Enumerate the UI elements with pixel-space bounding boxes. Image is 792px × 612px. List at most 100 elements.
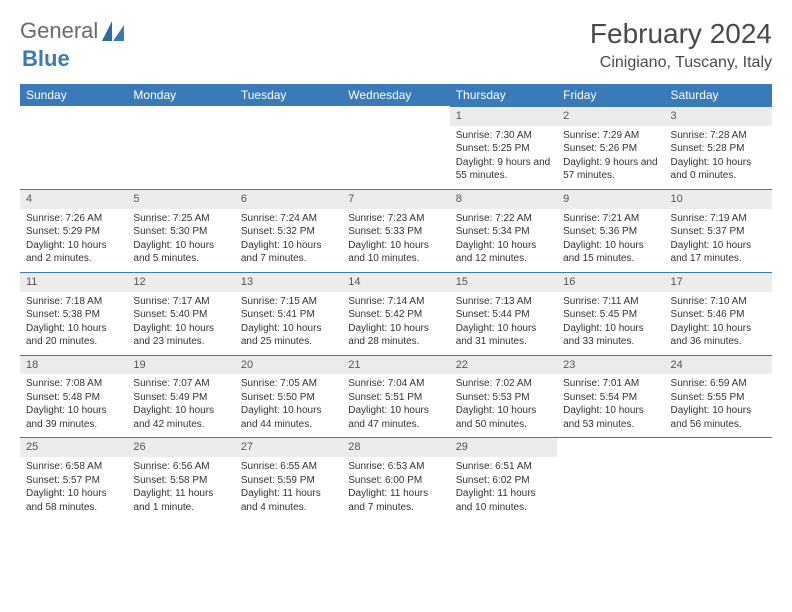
day-cell: 29Sunrise: 6:51 AMSunset: 6:02 PMDayligh… bbox=[450, 437, 557, 520]
daylight-text: Daylight: 10 hours and 44 minutes. bbox=[241, 404, 336, 431]
daylight-text: Daylight: 10 hours and 50 minutes. bbox=[456, 404, 551, 431]
daylight-text: Daylight: 10 hours and 10 minutes. bbox=[348, 239, 443, 266]
day-body: Sunrise: 7:21 AMSunset: 5:36 PMDaylight:… bbox=[557, 209, 664, 272]
sunset-text: Sunset: 5:44 PM bbox=[456, 308, 551, 322]
daylight-text: Daylight: 11 hours and 7 minutes. bbox=[348, 487, 443, 514]
day-cell: 17Sunrise: 7:10 AMSunset: 5:46 PMDayligh… bbox=[665, 272, 772, 355]
dow-tuesday: Tuesday bbox=[235, 84, 342, 106]
dow-thursday: Thursday bbox=[450, 84, 557, 106]
sunrise-text: Sunrise: 7:15 AM bbox=[241, 295, 336, 309]
day-cell: 25Sunrise: 6:58 AMSunset: 5:57 PMDayligh… bbox=[20, 437, 127, 520]
daylight-text: Daylight: 10 hours and 42 minutes. bbox=[133, 404, 228, 431]
sunrise-text: Sunrise: 7:01 AM bbox=[563, 377, 658, 391]
logo-sail-icon bbox=[102, 21, 124, 41]
sunset-text: Sunset: 5:26 PM bbox=[563, 142, 658, 156]
daylight-text: Daylight: 10 hours and 15 minutes. bbox=[563, 239, 658, 266]
daylight-text: Daylight: 10 hours and 25 minutes. bbox=[241, 322, 336, 349]
day-number: 18 bbox=[20, 355, 127, 375]
week-row: 25Sunrise: 6:58 AMSunset: 5:57 PMDayligh… bbox=[20, 437, 772, 520]
daylight-text: Daylight: 10 hours and 47 minutes. bbox=[348, 404, 443, 431]
day-cell: 10Sunrise: 7:19 AMSunset: 5:37 PMDayligh… bbox=[665, 189, 772, 272]
daylight-text: Daylight: 10 hours and 7 minutes. bbox=[241, 239, 336, 266]
sunset-text: Sunset: 5:48 PM bbox=[26, 391, 121, 405]
day-number: 19 bbox=[127, 355, 234, 375]
day-cell: 11Sunrise: 7:18 AMSunset: 5:38 PMDayligh… bbox=[20, 272, 127, 355]
day-cell: 23Sunrise: 7:01 AMSunset: 5:54 PMDayligh… bbox=[557, 355, 664, 438]
daylight-text: Daylight: 10 hours and 31 minutes. bbox=[456, 322, 551, 349]
day-body: Sunrise: 7:05 AMSunset: 5:50 PMDaylight:… bbox=[235, 374, 342, 437]
day-cell: 16Sunrise: 7:11 AMSunset: 5:45 PMDayligh… bbox=[557, 272, 664, 355]
day-cell: 13Sunrise: 7:15 AMSunset: 5:41 PMDayligh… bbox=[235, 272, 342, 355]
dow-sunday: Sunday bbox=[20, 84, 127, 106]
day-cell bbox=[665, 437, 772, 520]
day-body: Sunrise: 6:59 AMSunset: 5:55 PMDaylight:… bbox=[665, 374, 772, 437]
sunrise-text: Sunrise: 7:24 AM bbox=[241, 212, 336, 226]
sunset-text: Sunset: 5:33 PM bbox=[348, 225, 443, 239]
daylight-text: Daylight: 10 hours and 53 minutes. bbox=[563, 404, 658, 431]
sunset-text: Sunset: 5:32 PM bbox=[241, 225, 336, 239]
daylight-text: Daylight: 11 hours and 1 minute. bbox=[133, 487, 228, 514]
daylight-text: Daylight: 10 hours and 28 minutes. bbox=[348, 322, 443, 349]
day-body: Sunrise: 7:01 AMSunset: 5:54 PMDaylight:… bbox=[557, 374, 664, 437]
day-number: 1 bbox=[450, 106, 557, 126]
sunrise-text: Sunrise: 7:21 AM bbox=[563, 212, 658, 226]
day-number: 21 bbox=[342, 355, 449, 375]
sunset-text: Sunset: 6:02 PM bbox=[456, 474, 551, 488]
sunrise-text: Sunrise: 7:28 AM bbox=[671, 129, 766, 143]
day-number: 5 bbox=[127, 189, 234, 209]
day-number: 29 bbox=[450, 437, 557, 457]
sunset-text: Sunset: 5:29 PM bbox=[26, 225, 121, 239]
dow-monday: Monday bbox=[127, 84, 234, 106]
sunset-text: Sunset: 5:55 PM bbox=[671, 391, 766, 405]
sunrise-text: Sunrise: 7:08 AM bbox=[26, 377, 121, 391]
day-number bbox=[235, 106, 342, 125]
month-title: February 2024 bbox=[590, 18, 772, 50]
sunset-text: Sunset: 5:37 PM bbox=[671, 225, 766, 239]
day-cell: 1Sunrise: 7:30 AMSunset: 5:25 PMDaylight… bbox=[450, 106, 557, 189]
day-cell: 6Sunrise: 7:24 AMSunset: 5:32 PMDaylight… bbox=[235, 189, 342, 272]
daylight-text: Daylight: 11 hours and 4 minutes. bbox=[241, 487, 336, 514]
day-body: Sunrise: 7:18 AMSunset: 5:38 PMDaylight:… bbox=[20, 292, 127, 355]
week-row: 18 Sunrise: 7:08 AMSunset: 5:48 PM Dayligh… bbox=[20, 355, 772, 438]
sunrise-text: Sunrise: 6:56 AM bbox=[133, 460, 228, 474]
day-cell bbox=[342, 106, 449, 189]
day-number: 7 bbox=[342, 189, 449, 209]
day-number: 22 bbox=[450, 355, 557, 375]
dow-wednesday: Wednesday bbox=[342, 84, 449, 106]
day-cell: 19 Sunrise: 7:07 AMSunset: 5:49 PMDayligh… bbox=[127, 355, 234, 438]
sunset-text: Sunset: 5:40 PM bbox=[133, 308, 228, 322]
logo: General bbox=[20, 18, 128, 44]
day-cell: 9Sunrise: 7:21 AMSunset: 5:36 PMDaylight… bbox=[557, 189, 664, 272]
day-number: 4 bbox=[20, 189, 127, 209]
sunrise-text: Sunrise: 7:04 AM bbox=[348, 377, 443, 391]
sunset-text: Sunset: 5:46 PM bbox=[671, 308, 766, 322]
day-body bbox=[665, 457, 772, 520]
day-body: Sunrise: 6:56 AMSunset: 5:58 PMDaylight:… bbox=[127, 457, 234, 520]
day-body: Sunrise: 7:23 AMSunset: 5:33 PMDaylight:… bbox=[342, 209, 449, 272]
week-row: 11Sunrise: 7:18 AMSunset: 5:38 PMDayligh… bbox=[20, 272, 772, 355]
day-body: Sunrise: 6:58 AMSunset: 5:57 PMDaylight:… bbox=[20, 457, 127, 520]
sunset-text: Sunset: 5:49 PM bbox=[133, 391, 228, 405]
header: General February 2024 Cinigiano, Tuscany… bbox=[20, 18, 772, 72]
day-cell: 4Sunrise: 7:26 AMSunset: 5:29 PMDaylight… bbox=[20, 189, 127, 272]
sunset-text: Sunset: 5:28 PM bbox=[671, 142, 766, 156]
daylight-text: Daylight: 10 hours and 33 minutes. bbox=[563, 322, 658, 349]
title-block: February 2024 Cinigiano, Tuscany, Italy bbox=[590, 18, 772, 72]
sunset-text: Sunset: 5:53 PM bbox=[456, 391, 551, 405]
sunrise-text: Sunrise: 7:14 AM bbox=[348, 295, 443, 309]
week-row: 1Sunrise: 7:30 AMSunset: 5:25 PMDaylight… bbox=[20, 106, 772, 189]
day-body: Sunrise: 7:15 AMSunset: 5:41 PMDaylight:… bbox=[235, 292, 342, 355]
sunrise-text: Sunrise: 7:26 AM bbox=[26, 212, 121, 226]
sunrise-text: Sunrise: 7:07 AM bbox=[133, 377, 228, 391]
day-number: 16 bbox=[557, 272, 664, 292]
daylight-text: Daylight: 10 hours and 36 minutes. bbox=[671, 322, 766, 349]
day-body bbox=[342, 125, 449, 188]
daylight-text: Daylight: 10 hours and 58 minutes. bbox=[26, 487, 121, 514]
daylight-text: Daylight: 10 hours and 20 minutes. bbox=[26, 322, 121, 349]
sunset-text: Sunset: 6:00 PM bbox=[348, 474, 443, 488]
day-body: Sunrise: 7:02 AMSunset: 5:53 PMDaylight:… bbox=[450, 374, 557, 437]
day-cell: 28Sunrise: 6:53 AMSunset: 6:00 PMDayligh… bbox=[342, 437, 449, 520]
sunrise-text: Sunrise: 7:25 AM bbox=[133, 212, 228, 226]
dow-row: Sunday Monday Tuesday Wednesday Thursday… bbox=[20, 84, 772, 106]
sunrise-text: Sunrise: 6:58 AM bbox=[26, 460, 121, 474]
